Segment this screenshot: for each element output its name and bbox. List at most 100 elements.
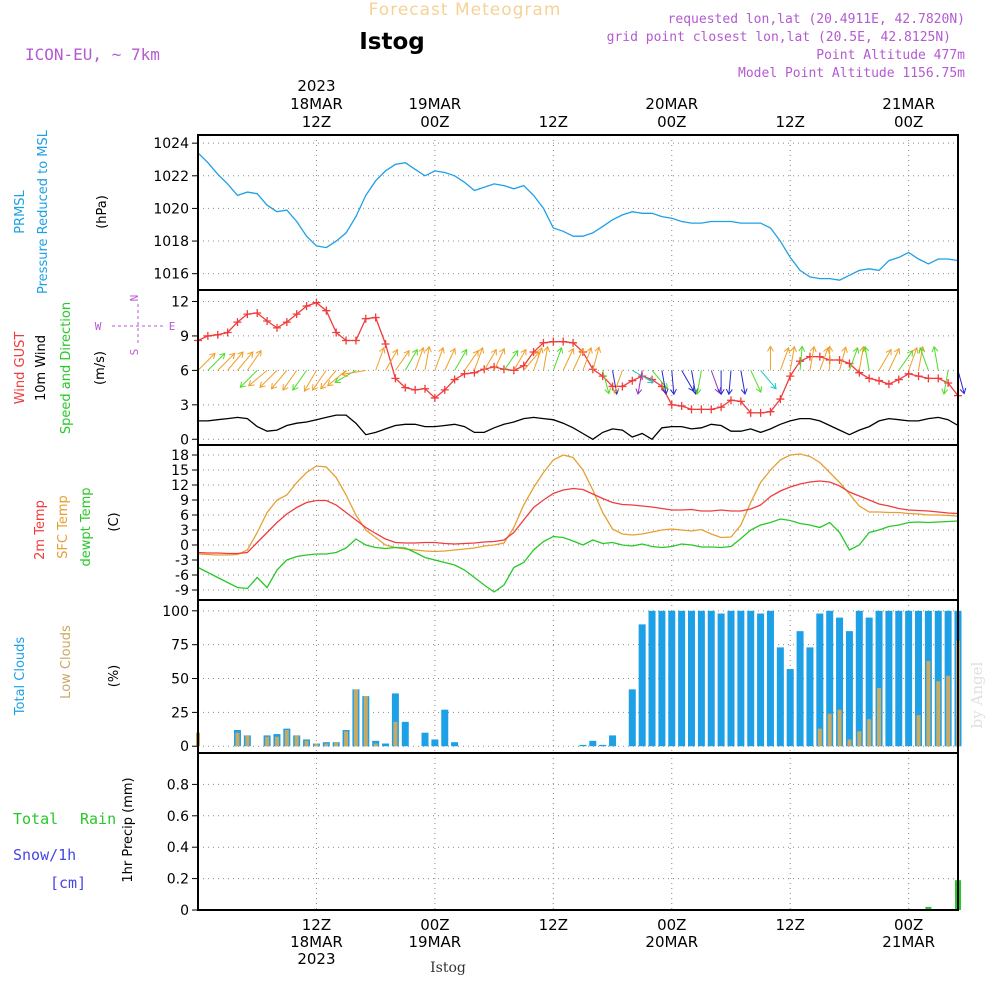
wind-barb (750, 370, 762, 393)
model-altitude: Model Point Altitude 1156.75m (738, 66, 965, 81)
wind-barb-head (520, 348, 527, 356)
gust-marker (391, 374, 400, 383)
wind-barb-head (783, 346, 791, 354)
ytick-label-temperature: -3 (175, 553, 189, 569)
wind-barb (312, 370, 327, 391)
time-label-bottom: 19MAR (409, 933, 462, 951)
gust-marker (312, 298, 321, 307)
wind-barb (197, 353, 216, 371)
ytick-label-precipitation: 0.4 (167, 840, 189, 856)
wind-barb (542, 346, 549, 371)
wind-barb (493, 348, 505, 371)
wind-barb-head (556, 346, 564, 354)
wind-barb-head (292, 384, 299, 391)
gust-marker (786, 372, 795, 381)
wind-barb-head (717, 389, 725, 396)
gust-marker (450, 375, 459, 384)
total-cloud-bar (688, 610, 696, 747)
ytick-label-precipitation: 0 (180, 903, 189, 919)
gust-marker (203, 331, 212, 340)
wind-barb (503, 350, 519, 371)
gust-marker (756, 408, 765, 417)
total-cloud-bar (431, 739, 439, 747)
wind-barb-head (461, 348, 468, 356)
wind-barb-head (770, 382, 777, 390)
total-cloud-bar (717, 613, 725, 747)
time-label-top: 12Z (302, 113, 331, 131)
ytick-label-temperature: -6 (175, 568, 189, 584)
sfc-temp-line (197, 453, 959, 556)
low-cloud-bar (847, 739, 852, 747)
wind-barb (710, 370, 720, 394)
requested-point: requested lon,lat (20.4911E, 42.7820N) (668, 12, 965, 27)
gust-marker (351, 336, 360, 345)
gust-marker (569, 338, 578, 347)
data-marks (194, 152, 967, 910)
gust-marker (707, 405, 716, 414)
ytick-label-clouds: 25 (171, 705, 189, 721)
wind-barb (839, 347, 847, 371)
time-label-bottom: 00Z (657, 916, 686, 934)
low-cloud-bar (837, 709, 842, 747)
wind-barb-head (477, 346, 485, 354)
gust-marker (529, 348, 538, 356)
gust-marker (697, 405, 706, 414)
low-cloud-bar (245, 735, 250, 747)
panel-frames (197, 134, 959, 911)
ytick-label-pressure: 1018 (153, 234, 189, 250)
low-cloud-bar (946, 675, 951, 747)
total-cloud-bar (875, 610, 883, 747)
gust-marker (924, 374, 933, 383)
wind-barb-head (740, 388, 748, 395)
wind-barb (809, 346, 815, 371)
ytick-label-temperature: 15 (171, 463, 189, 479)
dewpt-label: dewpt Temp (79, 487, 94, 566)
pressure-line (197, 152, 959, 281)
wind-barb (943, 370, 949, 395)
ytick-label-clouds: 75 (171, 638, 189, 654)
gust-marker (381, 339, 390, 348)
wind-barb (404, 349, 418, 371)
wind-barb-head (859, 345, 867, 353)
total-cloud-bar (707, 610, 715, 747)
total-cloud-bar (855, 610, 863, 747)
wind-barb (552, 347, 563, 371)
wind-barb (424, 346, 430, 371)
temp-2m-line (197, 480, 959, 555)
wind-barb-head (862, 345, 870, 353)
wind-barb-head (661, 382, 669, 390)
wind-barb-head (885, 348, 892, 356)
gust-marker (401, 383, 410, 392)
gust-marker (914, 372, 923, 381)
total-cloud-bar (382, 743, 390, 747)
total-cloud-bar (697, 610, 705, 747)
wind-barb-head (438, 346, 445, 354)
wind-barb (572, 348, 584, 371)
low-cloud-bar (857, 731, 862, 747)
wind-barb-head (767, 345, 774, 352)
wind-barb-head (612, 387, 620, 394)
ytick-label-precipitation: 0.2 (167, 872, 189, 888)
gust-marker (726, 396, 735, 405)
time-label-bottom: 20MAR (645, 933, 698, 951)
total-cloud-bar (757, 613, 765, 747)
wind-barb-head (790, 345, 797, 353)
time-label-top: 12Z (776, 113, 805, 131)
ytick-label-clouds: 100 (162, 604, 189, 620)
wind-barb-head (247, 380, 255, 387)
wind-barb-head (586, 346, 593, 354)
low-cloud-bar (393, 721, 398, 747)
ytick-label-temperature: 6 (180, 508, 189, 524)
wind-barb-head (594, 346, 602, 353)
gust-marker (430, 393, 439, 402)
gust-marker (549, 337, 558, 346)
precip-total-label: Total (13, 810, 58, 828)
wind-barb (728, 370, 732, 395)
panel-frame-pressure (197, 134, 959, 291)
compass-rose: N W E S (95, 295, 176, 356)
wind-barb-head (635, 388, 643, 395)
wind-barb-head (341, 370, 348, 378)
low-cloud-bar (867, 719, 872, 747)
wind-barb-head (691, 388, 699, 395)
ytick-label-wind: 12 (171, 294, 189, 310)
